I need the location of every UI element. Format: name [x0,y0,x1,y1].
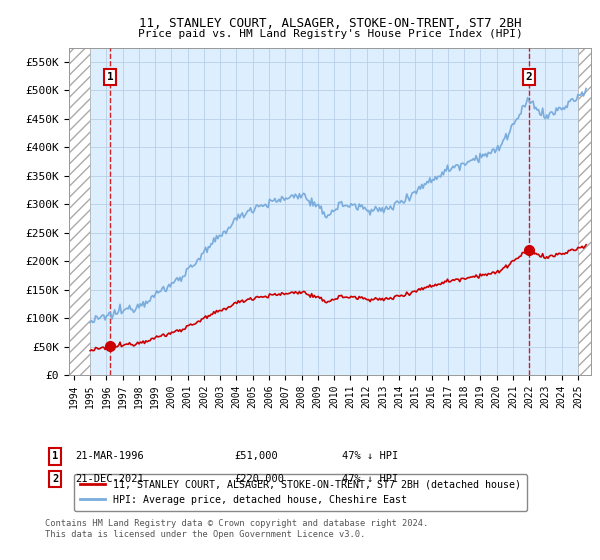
Text: 21-DEC-2021: 21-DEC-2021 [75,474,144,484]
Text: £51,000: £51,000 [234,451,278,461]
Text: 2: 2 [52,474,58,484]
Text: 47% ↓ HPI: 47% ↓ HPI [342,474,398,484]
Text: 47% ↓ HPI: 47% ↓ HPI [342,451,398,461]
Text: 2: 2 [526,72,532,82]
Text: 1: 1 [107,72,113,82]
Text: Price paid vs. HM Land Registry's House Price Index (HPI): Price paid vs. HM Land Registry's House … [137,29,523,39]
Text: £220,000: £220,000 [234,474,284,484]
Text: 1: 1 [52,451,58,461]
Text: 11, STANLEY COURT, ALSAGER, STOKE-ON-TRENT, ST7 2BH: 11, STANLEY COURT, ALSAGER, STOKE-ON-TRE… [139,17,521,30]
Bar [578,48,591,375]
Text: Contains HM Land Registry data © Crown copyright and database right 2024.
This d: Contains HM Land Registry data © Crown c… [45,520,428,539]
Bar [69,48,90,375]
Legend: 11, STANLEY COURT, ALSAGER, STOKE-ON-TRENT, ST7 2BH (detached house), HPI: Avera: 11, STANLEY COURT, ALSAGER, STOKE-ON-TRE… [74,474,527,511]
Text: 21-MAR-1996: 21-MAR-1996 [75,451,144,461]
